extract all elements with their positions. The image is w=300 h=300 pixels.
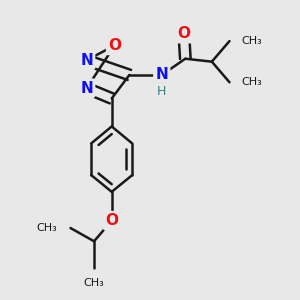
Text: N: N bbox=[80, 53, 93, 68]
Text: CH₃: CH₃ bbox=[241, 36, 262, 46]
Text: CH₃: CH₃ bbox=[37, 223, 57, 233]
Text: N: N bbox=[80, 81, 93, 96]
Text: H: H bbox=[157, 85, 167, 98]
Text: O: O bbox=[105, 213, 118, 228]
Text: CH₃: CH₃ bbox=[241, 77, 262, 87]
Text: CH₃: CH₃ bbox=[84, 278, 104, 287]
Text: N: N bbox=[155, 68, 168, 82]
Text: O: O bbox=[108, 38, 121, 53]
Text: O: O bbox=[177, 26, 190, 41]
